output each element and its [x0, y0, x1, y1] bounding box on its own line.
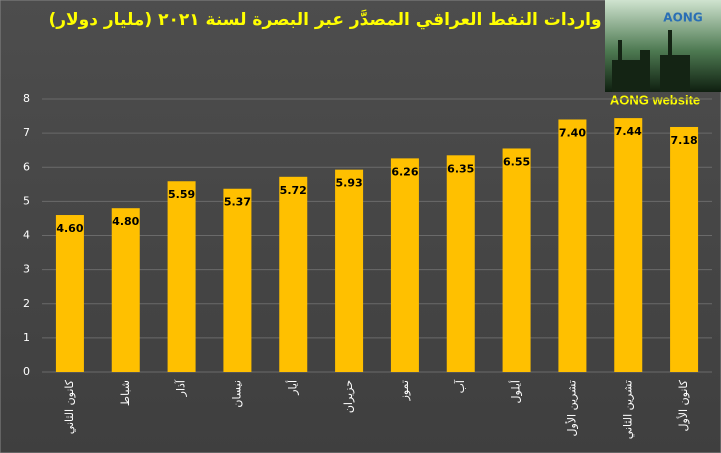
x-tick-label: كانون الأول [676, 379, 690, 431]
y-tick-label: 2 [23, 297, 30, 310]
x-tick-label: حزيران [342, 380, 355, 413]
y-tick-label: 8 [23, 92, 30, 105]
value-label: 5.37 [224, 196, 251, 209]
y-tick-label: 7 [23, 126, 30, 139]
x-tick-label: أيار [285, 380, 299, 396]
bar [390, 158, 419, 372]
value-label: 5.59 [168, 188, 195, 201]
x-tick-label: شباط [119, 380, 132, 406]
bar [55, 215, 84, 372]
bar [670, 126, 699, 372]
bar [614, 118, 643, 372]
value-label: 6.35 [447, 162, 474, 175]
y-tick-label: 3 [23, 263, 30, 276]
logo-silhouette [612, 30, 690, 92]
value-label: 7.18 [671, 134, 698, 147]
x-tick-label: آب [453, 379, 467, 393]
y-tick-label: 1 [23, 331, 30, 344]
value-label: 7.44 [615, 125, 642, 138]
value-label: 6.26 [391, 165, 418, 178]
value-label: 5.72 [280, 184, 307, 197]
chart-title: واردات النفط العراقي المصدَّر عبر البصرة… [48, 10, 601, 30]
value-label: 5.93 [336, 177, 363, 190]
logo-text: AONG [663, 11, 702, 25]
bar [335, 169, 364, 372]
value-label: 4.80 [112, 215, 139, 228]
y-tick-label: 5 [23, 194, 30, 207]
value-label: 4.60 [56, 222, 83, 235]
bar [111, 208, 140, 372]
bar [167, 181, 196, 372]
bar [558, 119, 587, 372]
x-tick-label: تشرين الثاني [621, 380, 634, 439]
bar [446, 155, 475, 372]
x-tick-label: آذار [174, 379, 188, 397]
bar [223, 188, 252, 372]
bar [502, 148, 531, 372]
y-tick-label: 6 [23, 160, 30, 173]
value-label: 7.40 [559, 126, 586, 139]
y-tick-label: 0 [23, 365, 30, 378]
x-tick-label: نيسان [230, 380, 243, 408]
bar [279, 176, 308, 372]
value-label: 6.55 [503, 155, 530, 168]
x-tick-label: تشرين الأول [564, 380, 578, 437]
x-tick-label: كانون الثاني [63, 379, 76, 434]
y-tick-label: 4 [23, 229, 30, 242]
source-label: AONG website [610, 92, 700, 107]
x-tick-label: أيلول [509, 380, 523, 403]
x-tick-label: تموز [398, 380, 411, 401]
